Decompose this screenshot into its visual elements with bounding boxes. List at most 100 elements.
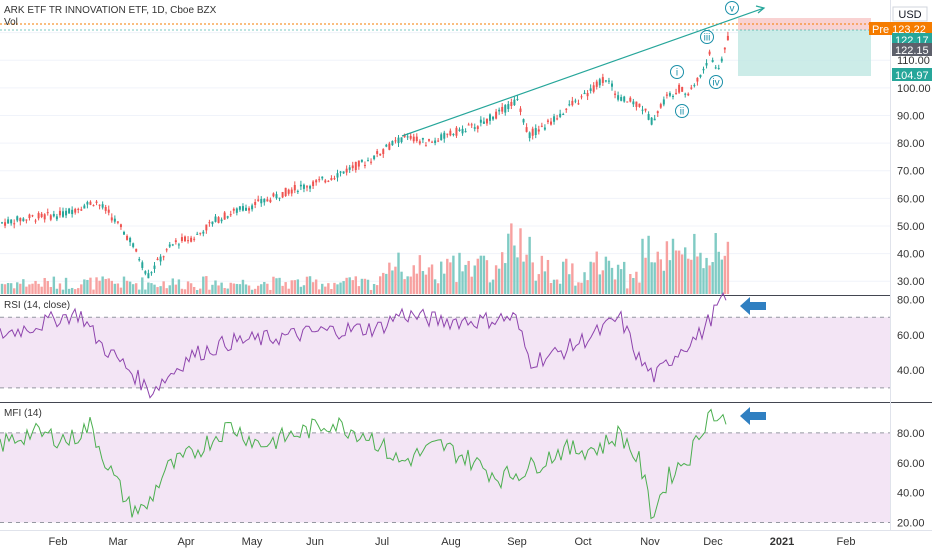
candle-body bbox=[388, 143, 391, 150]
candle-body bbox=[245, 207, 247, 211]
volume-bar bbox=[281, 285, 284, 294]
candle-body bbox=[635, 101, 638, 107]
volume-bar bbox=[543, 271, 547, 294]
candle-body bbox=[284, 187, 287, 196]
volume-bar bbox=[565, 258, 568, 294]
volume-bar bbox=[357, 286, 361, 294]
mfi-title: MFI (14) bbox=[4, 408, 42, 419]
wave-circle bbox=[675, 104, 689, 118]
volume-bar bbox=[238, 284, 242, 294]
candle-body bbox=[440, 134, 443, 141]
volume-bar bbox=[269, 289, 272, 294]
candle-body bbox=[321, 176, 324, 179]
volume-bar bbox=[330, 289, 333, 294]
candle-body bbox=[354, 161, 357, 171]
candle-body bbox=[232, 208, 235, 211]
volume-bar bbox=[241, 279, 245, 294]
candle-body bbox=[150, 272, 153, 274]
candle-body bbox=[644, 108, 647, 111]
candle-body bbox=[424, 145, 427, 147]
volume-bar bbox=[446, 258, 449, 294]
volume-bar bbox=[589, 261, 592, 294]
candle-body bbox=[367, 160, 369, 162]
volume-bar bbox=[723, 255, 727, 294]
volume-bar bbox=[208, 289, 211, 294]
volume-bar bbox=[122, 276, 126, 294]
volume-bar bbox=[80, 284, 83, 294]
candle-body bbox=[400, 137, 403, 143]
volume-bar bbox=[263, 281, 266, 294]
volume-bar bbox=[375, 285, 379, 294]
wave-text: i bbox=[676, 68, 678, 79]
candle-body bbox=[702, 68, 705, 71]
volume-bar bbox=[574, 285, 577, 294]
volume-bar bbox=[583, 272, 586, 294]
candle-body bbox=[37, 213, 40, 219]
volume-bar bbox=[214, 280, 217, 294]
candle-body bbox=[568, 104, 571, 106]
candle-body bbox=[473, 127, 476, 129]
volume-bar bbox=[360, 278, 364, 294]
volume-bar bbox=[708, 265, 711, 294]
candle-body bbox=[516, 98, 519, 100]
price-tick-label: 50.00 bbox=[897, 221, 925, 233]
wave-label-ii: ii bbox=[675, 104, 689, 118]
volume-bar bbox=[101, 276, 104, 294]
volume-bar bbox=[568, 274, 571, 294]
volume-bar bbox=[183, 289, 187, 294]
candle-body bbox=[412, 136, 415, 142]
volume-bar bbox=[351, 280, 354, 294]
volume-bar bbox=[525, 254, 528, 294]
candle-body bbox=[336, 173, 339, 178]
candle-body bbox=[519, 108, 522, 112]
volume-bar bbox=[461, 271, 464, 294]
currency-label[interactable]: USD bbox=[892, 6, 928, 22]
volume-bar bbox=[58, 283, 62, 294]
candle-body bbox=[330, 178, 333, 180]
time-tick-label: Apr bbox=[177, 536, 194, 548]
candle-body bbox=[510, 101, 513, 106]
candle-body bbox=[187, 240, 190, 242]
wave-circle bbox=[700, 30, 714, 44]
volume-bar bbox=[186, 281, 190, 294]
volume-bar bbox=[135, 283, 138, 294]
time-axis[interactable]: Feb Mar Apr May Jun Jul Aug Sep Oct Nov Dec 2021 Feb bbox=[49, 536, 856, 548]
volume-bar bbox=[638, 282, 641, 294]
candle-body bbox=[482, 121, 485, 124]
candle-body bbox=[171, 244, 174, 246]
volume-bar bbox=[687, 258, 690, 294]
volume-bar bbox=[369, 289, 373, 294]
wave-text: iv bbox=[712, 78, 719, 89]
candle-body bbox=[226, 216, 229, 218]
volume-bar bbox=[180, 288, 184, 294]
short-position-target-zone[interactable] bbox=[738, 30, 871, 76]
volume-bar bbox=[46, 281, 49, 294]
candle-body bbox=[116, 221, 119, 223]
volume-bar bbox=[497, 268, 501, 294]
time-tick-label: Oct bbox=[574, 536, 591, 548]
candle-body bbox=[238, 206, 241, 210]
candle-body bbox=[43, 214, 46, 220]
candle-body bbox=[190, 237, 193, 242]
candle-body bbox=[22, 218, 25, 222]
volume-bar bbox=[598, 274, 601, 294]
volume-bar bbox=[449, 262, 452, 294]
volume-bar bbox=[171, 278, 174, 294]
volume-bar bbox=[229, 282, 232, 294]
candle-body bbox=[104, 206, 107, 211]
candle-body bbox=[684, 93, 687, 95]
volume-bar bbox=[641, 238, 644, 294]
rsi-tick-label: 60.00 bbox=[897, 330, 925, 342]
price-axis[interactable]: 30.00 40.00 50.00 60.00 70.00 80.00 90.00 100.0… bbox=[897, 28, 931, 289]
candle-body bbox=[379, 153, 382, 156]
trendline[interactable] bbox=[401, 5, 766, 137]
candle-body bbox=[147, 273, 150, 279]
candle-body bbox=[629, 97, 632, 102]
time-tick-label: Jun bbox=[306, 536, 324, 548]
candle-body bbox=[467, 124, 470, 126]
volume-bar bbox=[89, 277, 92, 294]
volume-bar bbox=[674, 250, 678, 294]
price-tick-label: 70.00 bbox=[897, 166, 925, 178]
